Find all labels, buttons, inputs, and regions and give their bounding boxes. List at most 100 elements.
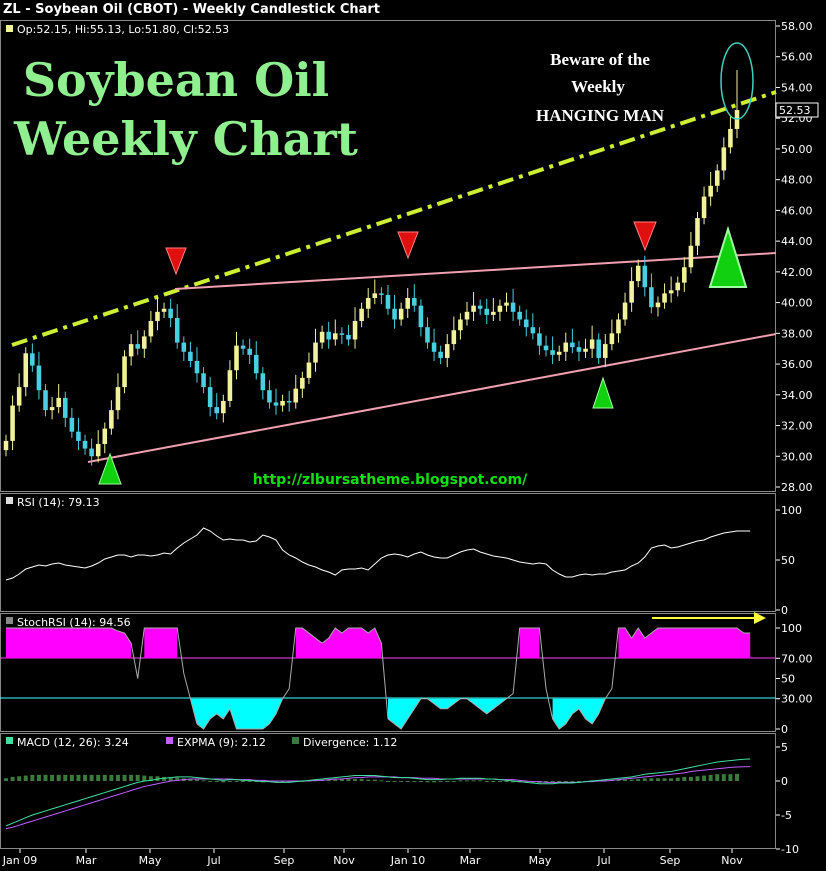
divergence-bar [511,781,516,783]
divergence-bar [247,781,252,782]
candle-body [563,342,569,352]
candle-body [444,344,450,358]
divergence-bar [438,781,443,782]
divergence-bar [274,781,279,783]
candle-body [629,281,634,303]
candle-body [201,373,206,388]
stoch-overbought-fill [295,628,382,659]
macd-swatch [6,737,13,744]
candle-body [642,265,648,288]
divergence-bar [458,780,463,782]
stoch-overbought-fill [144,628,178,659]
divergence-bar [418,781,423,782]
divergence-bar [432,781,437,783]
candle-body [517,311,522,320]
divergence-bar [280,781,285,783]
rsi-ytick-label: 0 [781,604,788,617]
candle-body [359,308,364,322]
candle-body [714,170,720,186]
candle-body [3,440,9,451]
macd-ytick-label: 5 [781,741,788,754]
sell-marker-2 [397,231,419,260]
candle-body [596,339,601,358]
divergence-bar [603,779,608,781]
support-line [87,333,777,463]
candle-body [570,342,575,348]
divergence-bar [366,779,371,781]
candle-body [708,185,713,197]
divergence-bar [17,776,22,781]
candle-body [247,348,252,355]
divergence-bar [471,780,476,782]
candle-body [181,342,187,352]
candle-body [464,311,470,320]
divergence-bar [484,781,489,782]
divergence-bar [333,779,338,781]
candle-body [306,362,312,378]
divergence-bar [227,781,232,782]
candle-body [682,267,687,283]
divergence-bar [728,774,733,781]
macd-ytick-label: -10 [781,843,799,856]
buy-marker-2 [592,376,614,409]
divergence-bar [497,781,502,782]
candle-body [398,308,404,320]
main-ytick-label: 30.00 [781,450,813,463]
candle-body [115,387,121,411]
divergence-bar [353,778,358,781]
stoch-ytick-label: 50 [781,673,795,686]
candle-body [543,345,549,351]
divergence-bar [129,774,134,781]
divergence-bar [287,781,292,783]
candle-body [379,293,384,295]
candle-body [155,311,160,322]
rsi-panel-frame [0,493,776,612]
expma-swatch [166,737,173,744]
divergence-bar [148,776,153,781]
divergence-bar [359,778,364,781]
main-ytick-label: 34.00 [781,389,813,402]
url-text: http://zlbursatheme.blogspot.com/ [253,472,528,488]
divergence-bar [563,781,568,782]
buy-marker-big [708,225,748,288]
divergence-bar [168,777,173,781]
candle-body [721,147,727,171]
candle-body [471,305,476,312]
divergence-bar [557,781,562,782]
divergence-bar [721,774,726,781]
divergence-bar [636,778,641,781]
divergence-bar [504,781,509,782]
xtick-label: Jan 10 [390,854,425,867]
candle-body [313,342,318,363]
candle-body [603,344,608,358]
candle-body [280,400,285,406]
divergence-bar [669,778,674,781]
divergence-bar [478,780,483,782]
candle-body [188,351,193,361]
candle-body [458,319,463,331]
candle-body [89,448,94,457]
stoch-label: StochRSI (14): 94.56 [17,616,131,629]
xtick-label: Nov [333,854,355,867]
stoch-oversold-fill [190,698,283,729]
candle-body [484,308,490,315]
candle-body [675,282,681,291]
candle-body [234,345,239,371]
candle-body [491,311,496,315]
divergence-bar [234,781,239,782]
sell-marker-3 [633,221,657,252]
divergence-bar [570,781,575,782]
candle-body [530,327,536,334]
candle-body [510,302,516,312]
divergence-bar [214,781,219,782]
xtick-label: Sep [274,854,295,867]
main-ytick-label: 28.00 [781,481,813,494]
big-title-line2: Weekly Chart [13,112,359,166]
candle-body [128,344,134,357]
divergence-bar [175,777,180,781]
main-ytick-label: 36.00 [781,358,813,371]
macd-line [5,758,751,827]
note-line1: Beware of the [550,50,650,69]
candle-body [122,356,127,388]
